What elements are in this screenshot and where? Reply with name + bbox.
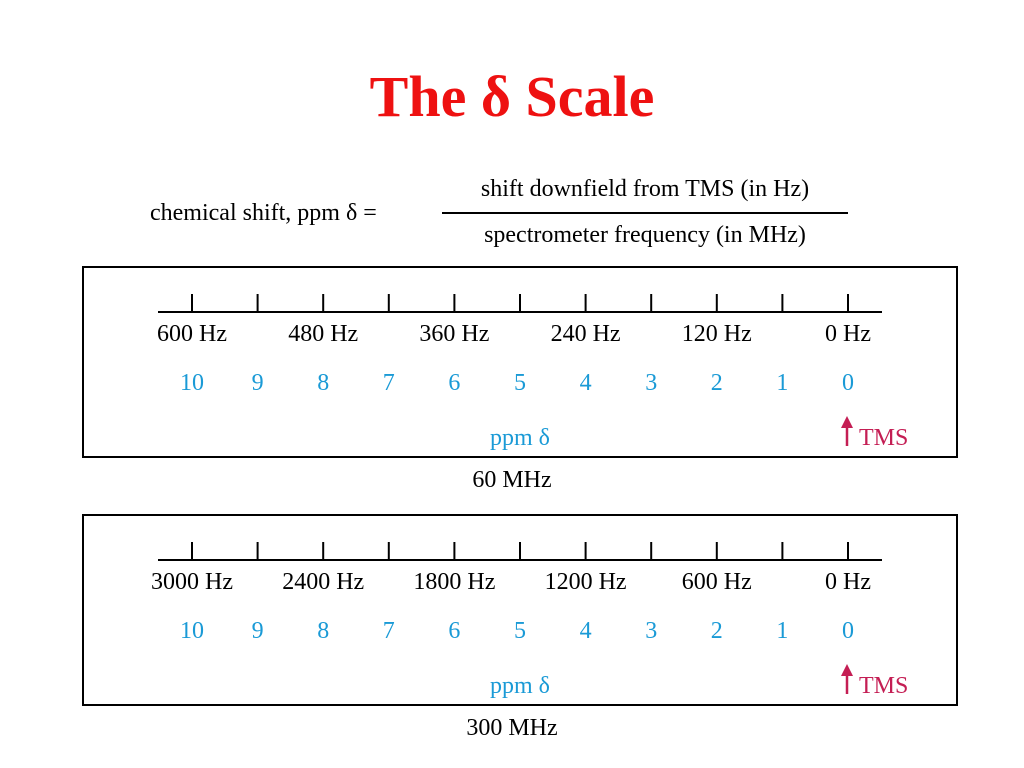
ppm-tick-label: 2: [711, 618, 723, 644]
ppm-axis-label: ppm δ: [490, 425, 550, 451]
ppm-tick-label: 7: [383, 618, 395, 644]
hz-tick-label: 600 Hz: [682, 569, 752, 595]
tms-arrow-icon: [841, 664, 853, 694]
hz-tick-label: 0 Hz: [825, 321, 871, 347]
ppm-tick-label: 1: [776, 618, 788, 644]
ppm-tick-label: 4: [580, 618, 592, 644]
page-title: The δ Scale: [369, 64, 655, 129]
hz-tick-label: 360 Hz: [419, 321, 489, 347]
ppm-tick-label: 9: [252, 618, 264, 644]
ppm-tick-label: 2: [711, 370, 723, 396]
ppm-tick-label: 9: [252, 370, 264, 396]
hz-tick-label: 2400 Hz: [282, 569, 364, 595]
formula-numerator: shift downfield from TMS (in Hz): [480, 176, 810, 202]
hz-tick-label: 240 Hz: [551, 321, 621, 347]
tms-arrow-icon: [841, 416, 853, 446]
ppm-tick-label: 4: [580, 370, 592, 396]
formula-denominator: spectrometer frequency (in MHz): [484, 222, 806, 248]
fraction-bar: [442, 212, 848, 214]
ppm-tick-label: 3: [645, 370, 657, 396]
scale-panel-60mhz: 600 Hz 480 Hz 360 Hz 240 Hz 120 Hz 0 Hz 10 9 8 7 6…: [82, 266, 958, 458]
ppm-tick-label: 6: [448, 370, 460, 396]
ppm-tick-label: 5: [514, 370, 526, 396]
ppm-tick-label: 3: [645, 618, 657, 644]
scale-panel-300mhz: 3000 Hz 2400 Hz 1800 Hz 1200 Hz 600 Hz 0 Hz 10…: [82, 514, 958, 706]
ppm-tick-label: 7: [383, 370, 395, 396]
ppm-tick-label: 8: [317, 370, 329, 396]
ppm-tick-label: 10: [180, 370, 204, 396]
tms-label: TMS: [859, 425, 908, 451]
panel-caption-300mhz: 300 MHz: [466, 715, 558, 741]
ppm-tick-label: 0: [842, 618, 854, 644]
hz-tick-label: 120 Hz: [682, 321, 752, 347]
hz-tick-label: 1800 Hz: [413, 569, 495, 595]
ppm-axis-label: ppm δ: [490, 673, 550, 699]
formula-lhs: chemical shift, ppm δ =: [150, 200, 377, 226]
hz-tick-label: 3000 Hz: [151, 569, 233, 595]
ppm-tick-label: 8: [317, 618, 329, 644]
ppm-tick-label: 0: [842, 370, 854, 396]
panel-caption-60mhz: 60 MHz: [472, 467, 552, 493]
chemical-shift-formula: chemical shift, ppm δ = shift downfield …: [0, 176, 1024, 256]
ppm-tick-label: 10: [180, 618, 204, 644]
hz-tick-label: 480 Hz: [288, 321, 358, 347]
tms-label: TMS: [859, 673, 908, 699]
hz-tick-label: 1200 Hz: [545, 569, 627, 595]
hz-tick-label: 600 Hz: [157, 321, 227, 347]
hz-tick-label: 0 Hz: [825, 569, 871, 595]
ppm-tick-label: 5: [514, 618, 526, 644]
scale-diagram-300mhz: 3000 Hz 2400 Hz 1800 Hz 1200 Hz 600 Hz 0 Hz10…: [151, 542, 908, 699]
ppm-tick-label: 6: [448, 618, 460, 644]
ppm-tick-label: 1: [776, 370, 788, 396]
